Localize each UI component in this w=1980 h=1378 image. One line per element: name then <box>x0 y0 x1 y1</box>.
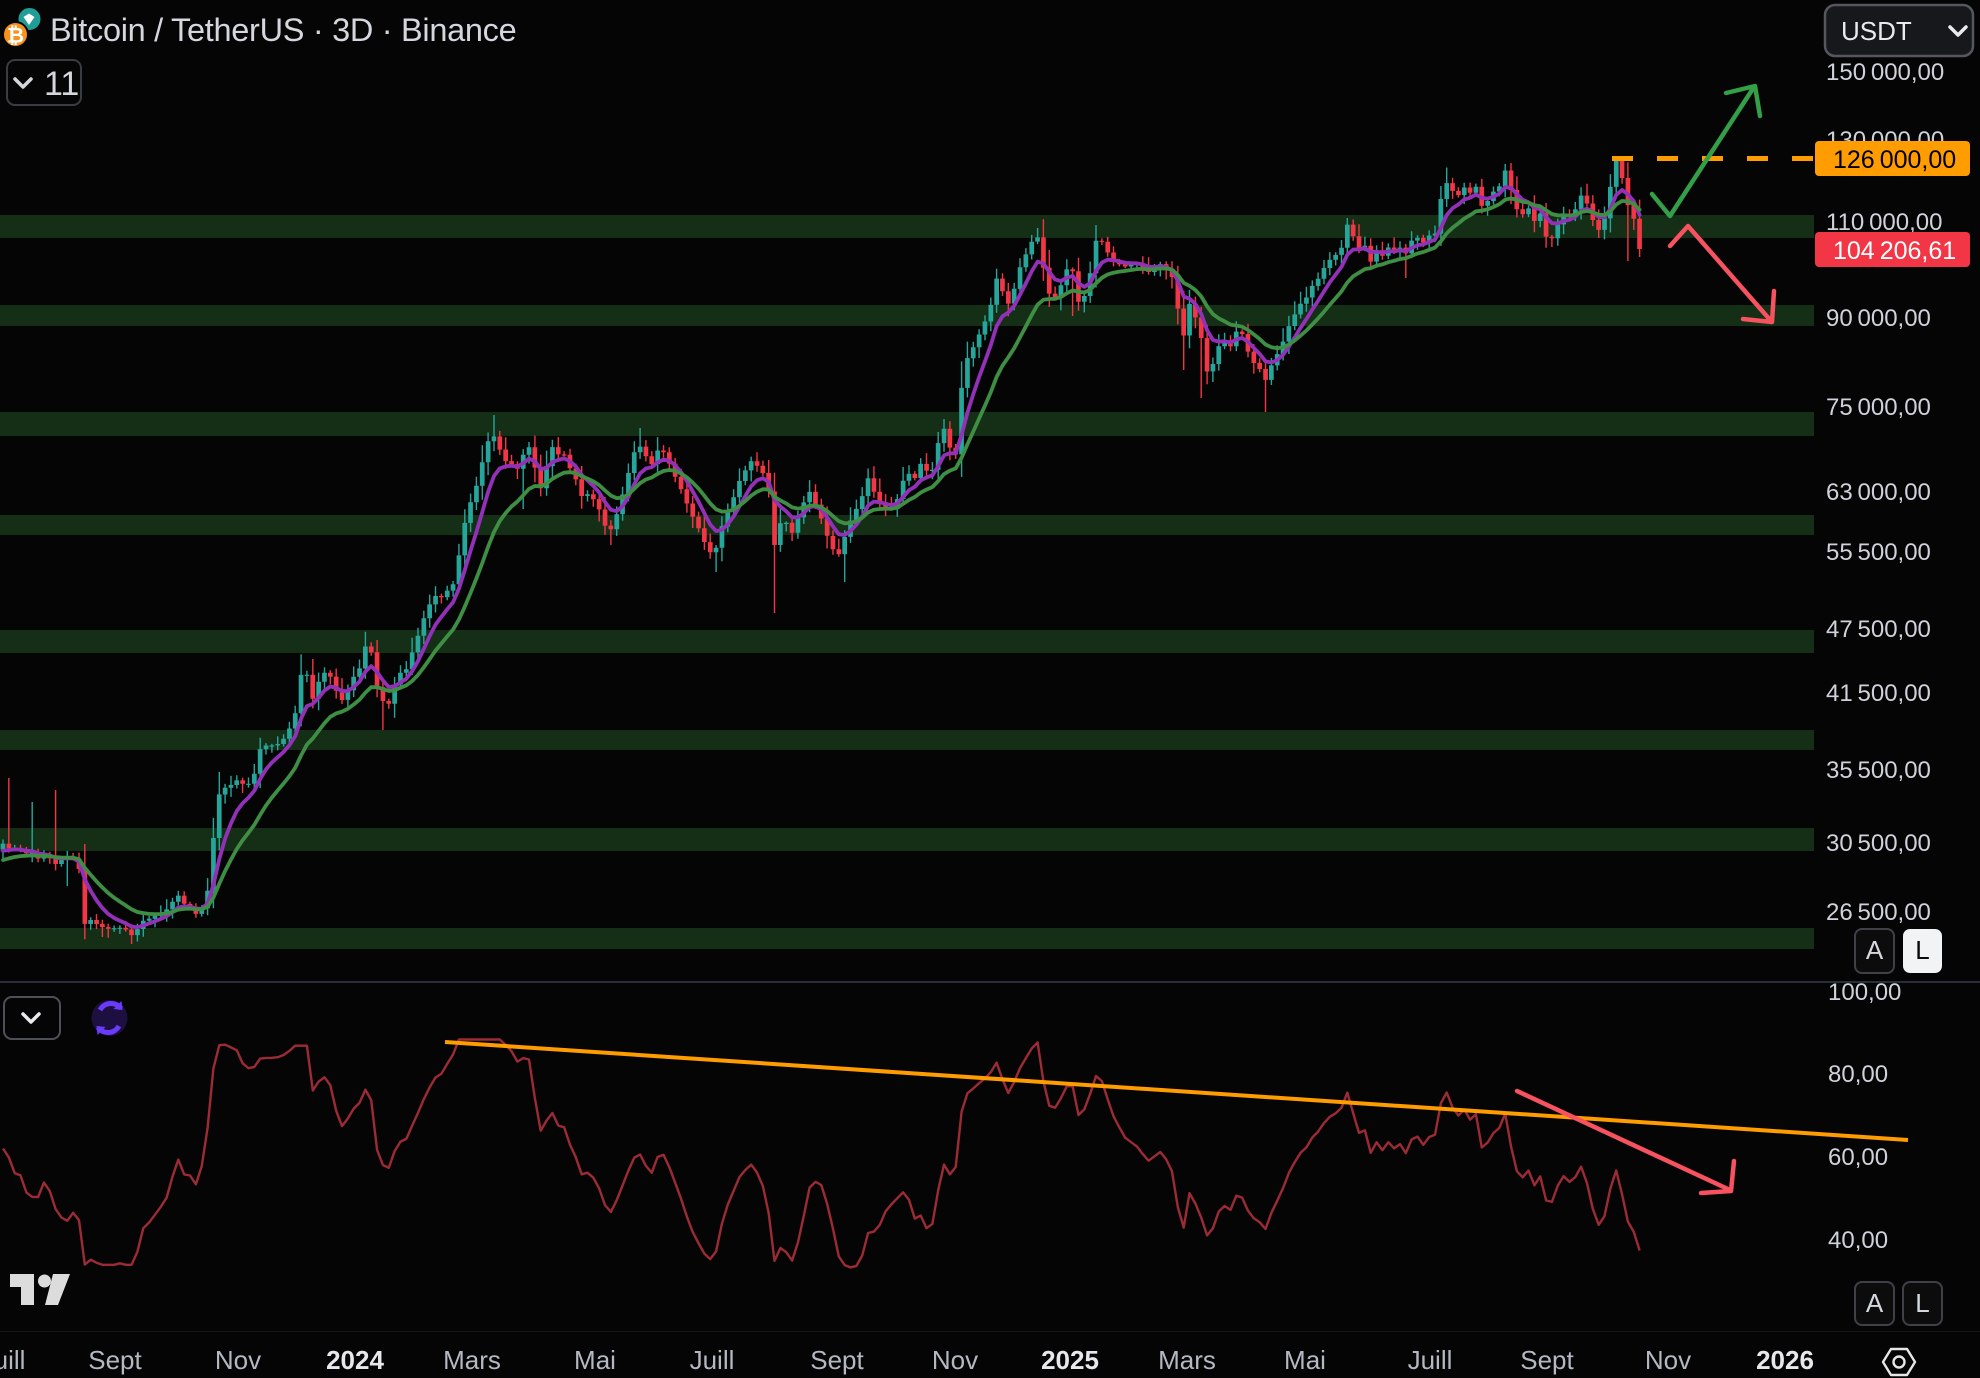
svg-text:Nov: Nov <box>1645 1345 1691 1375</box>
svg-text:35 500,00: 35 500,00 <box>1826 757 1931 784</box>
svg-text:104 206,61: 104 206,61 <box>1833 237 1956 265</box>
svg-text:Sept: Sept <box>88 1345 142 1375</box>
svg-text:USDT: USDT <box>1841 16 1912 46</box>
svg-text:Bitcoin / TetherUS · 3D · Bina: Bitcoin / TetherUS · 3D · Binance <box>50 12 516 48</box>
svg-text:L: L <box>1915 935 1929 965</box>
svg-text:47 500,00: 47 500,00 <box>1826 616 1931 643</box>
svg-text:Juill: Juill <box>0 1345 25 1375</box>
svg-text:Juill: Juill <box>1408 1345 1453 1375</box>
svg-text:2026: 2026 <box>1756 1345 1814 1375</box>
svg-text:L: L <box>1915 1288 1929 1318</box>
svg-text:2024: 2024 <box>326 1345 384 1375</box>
svg-text:2025: 2025 <box>1041 1345 1099 1375</box>
svg-text:₿: ₿ <box>7 25 24 48</box>
svg-text:150 000,00: 150 000,00 <box>1826 59 1944 86</box>
svg-text:Mars: Mars <box>1158 1345 1216 1375</box>
svg-text:26 500,00: 26 500,00 <box>1826 899 1931 926</box>
svg-text:A: A <box>1866 1288 1884 1318</box>
svg-text:55 500,00: 55 500,00 <box>1826 539 1931 566</box>
svg-text:Sept: Sept <box>1520 1345 1574 1375</box>
svg-text:Mars: Mars <box>443 1345 501 1375</box>
svg-text:126 000,00: 126 000,00 <box>1833 146 1956 174</box>
svg-text:41 500,00: 41 500,00 <box>1826 680 1931 707</box>
svg-text:80,00: 80,00 <box>1828 1061 1888 1088</box>
svg-text:30 500,00: 30 500,00 <box>1826 830 1931 857</box>
svg-text:Nov: Nov <box>215 1345 261 1375</box>
svg-text:Nov: Nov <box>932 1345 978 1375</box>
svg-text:Juill: Juill <box>690 1345 735 1375</box>
svg-text:A: A <box>1866 935 1884 965</box>
svg-text:Mai: Mai <box>574 1345 616 1375</box>
svg-text:Sept: Sept <box>810 1345 864 1375</box>
svg-text:60,00: 60,00 <box>1828 1144 1888 1171</box>
svg-text:75 000,00: 75 000,00 <box>1826 394 1931 421</box>
svg-text:110 000,00: 110 000,00 <box>1826 209 1942 236</box>
svg-text:100,00: 100,00 <box>1828 979 1901 1006</box>
svg-text:11: 11 <box>44 65 79 103</box>
svg-text:Mai: Mai <box>1284 1345 1326 1375</box>
svg-text:63 000,00: 63 000,00 <box>1826 479 1931 506</box>
svg-text:90 000,00: 90 000,00 <box>1826 305 1931 332</box>
svg-text:40,00: 40,00 <box>1828 1227 1888 1254</box>
